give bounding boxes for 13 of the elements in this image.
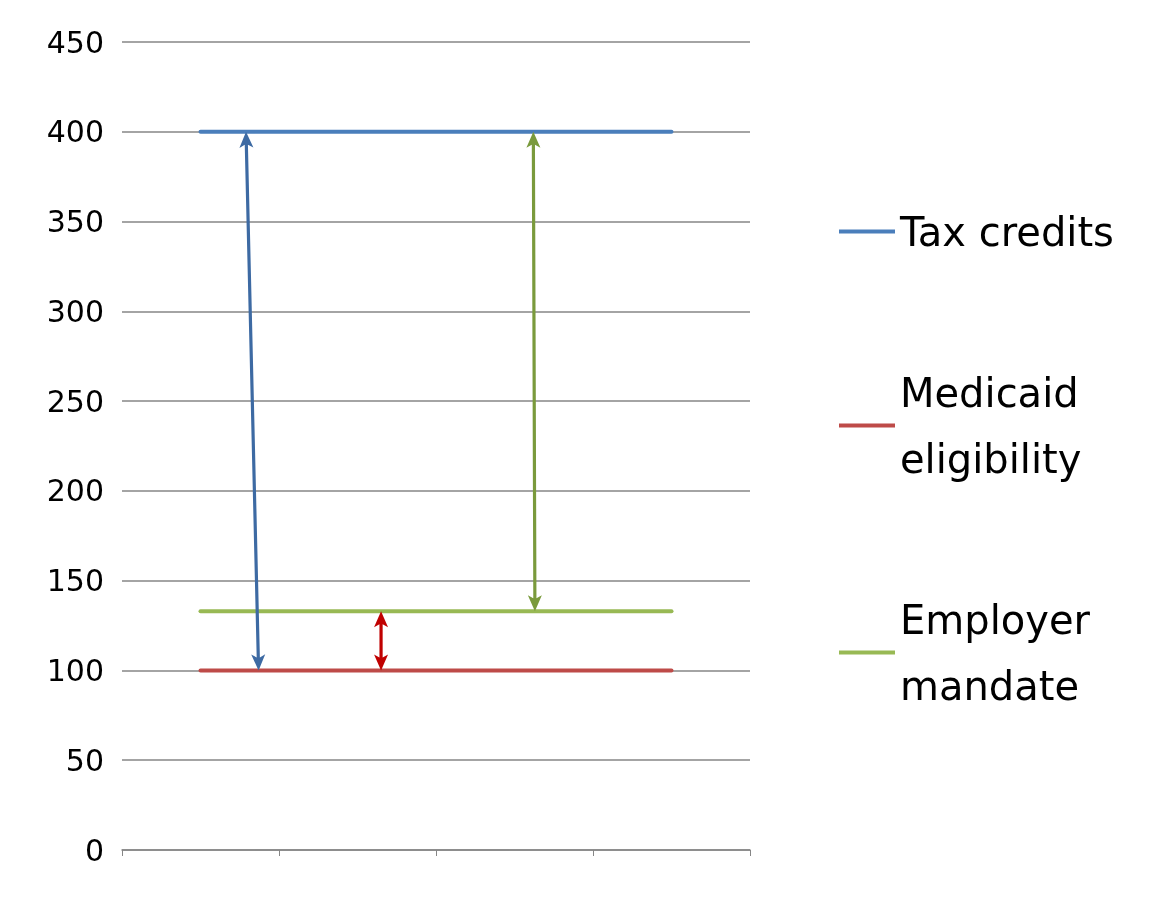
y-tick-label: 400: [46, 114, 104, 150]
y-tick-label: 250: [46, 383, 104, 419]
legend-label: Employer mandate: [900, 596, 1103, 709]
y-tick-label: 300: [46, 293, 104, 329]
y-tick-label: 200: [46, 473, 104, 509]
y-tick-label: 0: [84, 832, 104, 868]
legend-label: Tax credits: [899, 208, 1114, 255]
y-tick-label: 50: [65, 742, 104, 778]
y-tick-label: 150: [46, 563, 104, 599]
y-tick-label: 100: [46, 652, 104, 688]
y-tick-label: 350: [46, 204, 104, 240]
legend-label: Medicaid eligibility: [900, 369, 1092, 482]
y-tick-label: 450: [46, 24, 104, 60]
